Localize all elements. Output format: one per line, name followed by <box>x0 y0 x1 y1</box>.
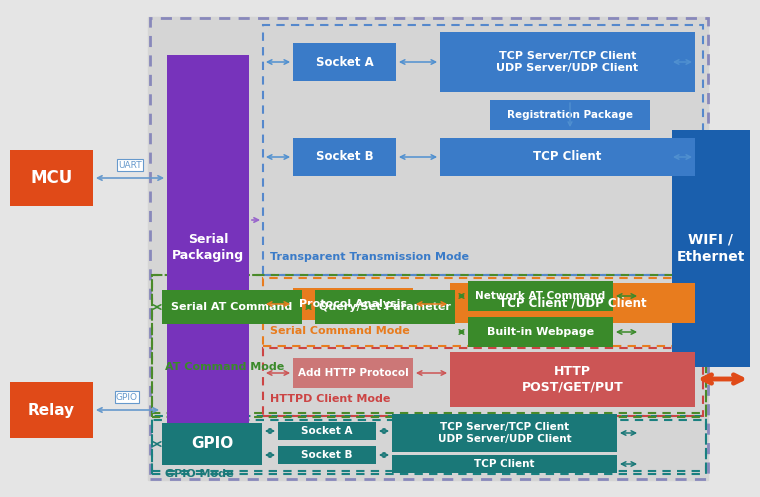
Bar <box>152 275 706 417</box>
Text: WIFI /
Ethernet: WIFI / Ethernet <box>677 233 746 264</box>
Bar <box>293 43 396 81</box>
Bar <box>672 130 750 367</box>
Bar <box>278 422 376 440</box>
Text: Built-in Webpage: Built-in Webpage <box>487 327 594 337</box>
Bar <box>150 18 708 479</box>
Text: Query/Set Parameter: Query/Set Parameter <box>319 302 451 312</box>
Text: AT Command Mode: AT Command Mode <box>165 362 284 372</box>
Bar <box>162 423 262 465</box>
Text: Add HTTP Protocol: Add HTTP Protocol <box>298 368 408 378</box>
Bar <box>148 17 708 480</box>
Text: Socket A: Socket A <box>301 426 353 436</box>
Bar <box>263 25 703 275</box>
Text: TCP Client /UDP Client: TCP Client /UDP Client <box>499 297 646 310</box>
Text: HTTPD Client Mode: HTTPD Client Mode <box>270 394 391 404</box>
Bar <box>392 414 617 452</box>
Text: TCP Server/TCP Client
UDP Server/UDP Client: TCP Server/TCP Client UDP Server/UDP Cli… <box>496 51 638 73</box>
Text: Serial AT Command: Serial AT Command <box>171 302 293 312</box>
Bar <box>278 446 376 464</box>
Text: GPIO Mode: GPIO Mode <box>165 469 233 479</box>
Text: Protocol Analysis: Protocol Analysis <box>299 299 407 309</box>
Text: UART: UART <box>119 161 142 169</box>
Bar <box>167 55 249 440</box>
Text: Relay: Relay <box>28 403 75 417</box>
Bar <box>450 352 695 407</box>
Text: TCP Server/TCP Client
UDP Server/UDP Client: TCP Server/TCP Client UDP Server/UDP Cli… <box>438 422 572 444</box>
Bar <box>468 317 613 347</box>
Bar <box>10 150 93 206</box>
Bar <box>10 382 93 438</box>
Text: Network AT Command: Network AT Command <box>475 291 606 301</box>
Text: Serial
Packaging: Serial Packaging <box>172 233 244 262</box>
Bar <box>468 281 613 311</box>
Bar <box>450 283 695 323</box>
Bar <box>440 138 695 176</box>
Bar <box>152 275 706 413</box>
Text: Transparent Transmission Mode: Transparent Transmission Mode <box>270 252 469 262</box>
Text: TCP Client: TCP Client <box>534 151 602 164</box>
Text: TCP Client: TCP Client <box>474 459 535 469</box>
Bar <box>392 455 617 473</box>
Bar <box>152 420 706 474</box>
Text: Registration Package: Registration Package <box>507 110 633 120</box>
Bar <box>263 348 703 416</box>
Bar <box>440 32 695 92</box>
Text: Serial Command Mode: Serial Command Mode <box>270 326 410 336</box>
Text: GPIO: GPIO <box>191 436 233 451</box>
Bar <box>293 288 413 320</box>
Bar <box>315 290 455 324</box>
Bar <box>152 416 706 471</box>
Text: Socket B: Socket B <box>301 450 353 460</box>
Bar <box>490 100 650 130</box>
Bar <box>263 278 703 346</box>
Bar <box>293 138 396 176</box>
Bar <box>293 358 413 388</box>
Text: HTTP
POST/GET/PUT: HTTP POST/GET/PUT <box>521 365 623 394</box>
Text: MCU: MCU <box>30 169 73 187</box>
Text: GPIO: GPIO <box>116 393 138 402</box>
Text: Socket B: Socket B <box>315 151 373 164</box>
Text: Socket A: Socket A <box>315 56 373 69</box>
Bar <box>162 290 302 324</box>
